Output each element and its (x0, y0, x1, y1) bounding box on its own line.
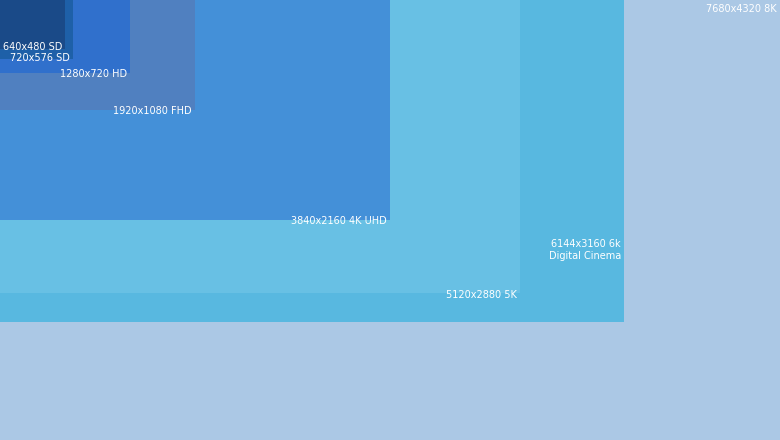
Bar (0, 0, 73, 59)
Text: 5120x2880 5K: 5120x2880 5K (446, 290, 517, 300)
Bar (0, 0, 520, 293)
Bar (0, 0, 390, 220)
Text: 720x576 SD: 720x576 SD (10, 53, 70, 63)
Text: 1280x720 HD: 1280x720 HD (60, 69, 127, 79)
Bar (0, 0, 130, 73)
Text: 1920x1080 FHD: 1920x1080 FHD (113, 106, 192, 117)
Bar (0, 0, 195, 110)
Text: 6144x3160 6k
Digital Cinema: 6144x3160 6k Digital Cinema (548, 239, 621, 260)
Text: 7680x4320 8K: 7680x4320 8K (706, 4, 777, 14)
Text: 3840x2160 4K UHD: 3840x2160 4K UHD (291, 216, 387, 227)
Bar (0, 0, 624, 322)
Text: 640x480 SD: 640x480 SD (2, 42, 62, 52)
Bar (0, 0, 65, 49)
